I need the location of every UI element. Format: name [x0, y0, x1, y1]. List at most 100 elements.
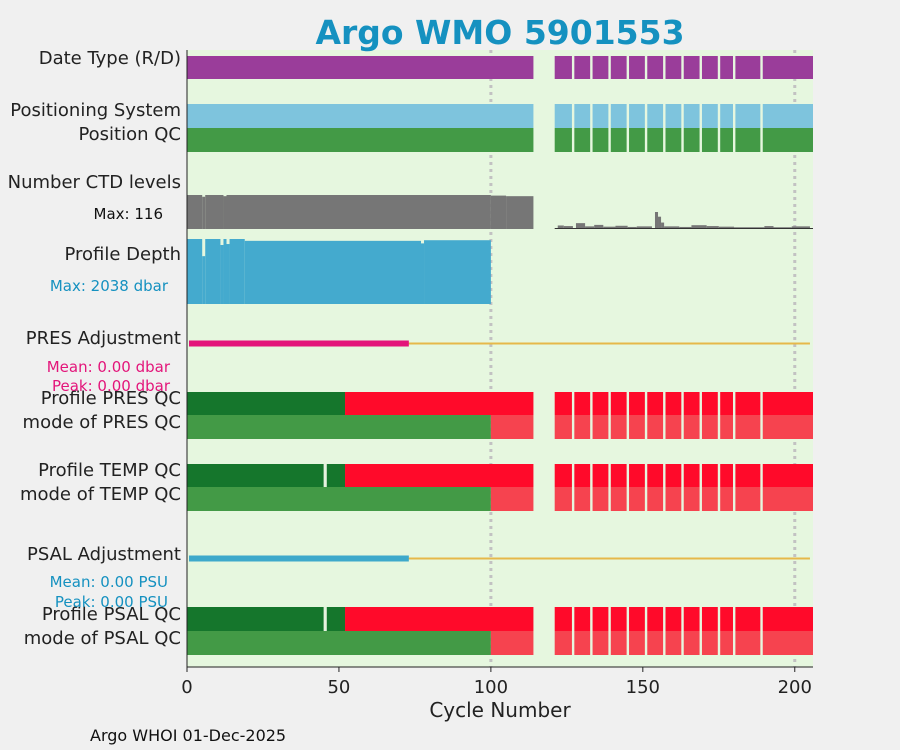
psal-mean-label: Mean: 0.00 PSU: [50, 573, 168, 591]
mode-pres-qc-gap-7: [699, 415, 702, 439]
date-type-segment-0: [187, 56, 534, 79]
profile-temp-qc-gap-4: [644, 464, 648, 487]
profile-psal-qc-gap-8: [717, 607, 721, 631]
date-type-gap-5: [663, 56, 666, 79]
profile-depth-bar-0: [187, 239, 203, 304]
ctd-levels-bar-8: [563, 226, 573, 229]
positioning-system-gap-6: [681, 104, 684, 128]
row-label-position-qc: Position QC: [78, 124, 181, 145]
row-label-profile-psal-qc: Profile PSAL QC: [42, 604, 181, 625]
profile-pres-qc-gap-3: [626, 392, 630, 415]
x-axis-label: Cycle Number: [429, 698, 571, 722]
position-qc-gap-1: [590, 128, 593, 152]
mode-temp-qc-gap-8: [717, 487, 721, 511]
ctd-levels-bar-11: [594, 224, 604, 229]
x-axis: 0 50 100 150 200: [181, 50, 813, 698]
depth-max-label: Max: 2038 dbar: [50, 277, 169, 295]
profile-psal-qc-gap-2: [608, 607, 611, 631]
profile-pres-qc-segment-1: [345, 392, 534, 415]
profile-pres-qc-gap-4: [644, 392, 648, 415]
row-label-mode-psal-qc: mode of PSAL QC: [24, 628, 181, 649]
positioning-system-segment-1: [554, 104, 813, 128]
position-qc-gap-5: [663, 128, 666, 152]
positioning-system-gap-10: [760, 104, 763, 128]
ctd-levels-bar-18: [661, 222, 665, 229]
profile-pres-qc-gap-9: [732, 392, 736, 415]
profile-temp-qc-gap-2: [608, 464, 611, 487]
profile-psal-qc-gap-5: [663, 607, 666, 631]
ctd-levels-bar-15: [636, 226, 652, 229]
mode-psal-qc-segment-1: [490, 631, 534, 655]
date-type-segment-1: [554, 56, 813, 79]
profile-psal-qc-segment-4: [554, 607, 813, 631]
profile-pres-qc-gap-10: [760, 392, 763, 415]
ctd-levels-bar-1: [202, 196, 206, 229]
mode-temp-qc-gap-10: [760, 487, 763, 511]
plot-area: [187, 50, 813, 667]
profile-depth-bar-4: [223, 239, 227, 304]
mode-pres-qc-gap-5: [663, 415, 666, 439]
mode-pres-qc-segment-1: [490, 415, 534, 439]
mode-temp-qc-gap-9: [732, 487, 736, 511]
profile-temp-qc-gap-6: [681, 464, 684, 487]
chart-marks: [187, 56, 813, 655]
mode-temp-qc-gap-5: [663, 487, 666, 511]
date-type-gap-8: [717, 56, 721, 79]
ctd-levels-bar-21: [691, 225, 707, 229]
ctd-levels-bar-20: [679, 226, 692, 229]
gridlines: [489, 50, 797, 667]
row-label-ctd-levels: Number CTD levels: [8, 172, 181, 193]
positioning-system-gap-5: [663, 104, 666, 128]
ctd-levels-bar-13: [615, 225, 628, 229]
mode-temp-qc-segment-0: [187, 487, 491, 511]
profile-depth-bar-1: [202, 256, 206, 304]
date-type-gap-9: [732, 56, 736, 79]
profile-psal-qc-gap-3: [626, 607, 630, 631]
profile-pres-qc-gap-8: [717, 392, 721, 415]
ctd-levels-bar-9: [575, 223, 586, 229]
mode-pres-qc-gap-4: [644, 415, 648, 439]
profile-psal-qc-gap-7: [699, 607, 702, 631]
mode-pres-qc-gap-9: [732, 415, 736, 439]
mode-pres-qc-segment-2: [554, 415, 813, 439]
profile-pres-qc-gap-5: [663, 392, 666, 415]
mode-psal-qc-gap-2: [608, 631, 611, 655]
ctd-levels-bar-0: [187, 195, 203, 229]
profile-depth-bar-8: [420, 243, 425, 304]
ctd-levels-bar-5: [490, 195, 507, 229]
x-tick-label-150: 150: [626, 677, 660, 698]
position-qc-gap-6: [681, 128, 684, 152]
row-label-profile-pres-qc: Profile PRES QC: [41, 388, 181, 409]
footer-credit: Argo WHOI 01-Dec-2025: [90, 726, 286, 745]
x-tick-label-200: 200: [778, 677, 812, 698]
profile-psal-qc-gap-4: [644, 607, 648, 631]
date-type-gap-6: [681, 56, 684, 79]
mode-temp-qc-gap-3: [626, 487, 630, 511]
mode-temp-qc-gap-7: [699, 487, 702, 511]
ctd-levels-bar-25: [764, 226, 774, 229]
position-qc-gap-10: [760, 128, 763, 152]
mode-pres-qc-gap-1: [590, 415, 593, 439]
ctd-levels-bar-10: [585, 226, 595, 229]
ctd-levels-bar-19: [664, 226, 680, 229]
mode-psal-qc-gap-0: [571, 631, 575, 655]
ctd-levels-bar-17: [658, 216, 662, 229]
mode-psal-qc-segment-2: [554, 631, 813, 655]
mode-pres-qc-gap-10: [760, 415, 763, 439]
profile-pres-qc-gap-1: [590, 392, 593, 415]
date-type-gap-2: [608, 56, 611, 79]
ctd-levels-bar-12: [603, 226, 616, 229]
x-tick-label-0: 0: [181, 677, 192, 698]
mode-psal-qc-gap-10: [760, 631, 763, 655]
profile-depth-bar-5: [226, 244, 230, 304]
position-qc-gap-7: [699, 128, 702, 152]
profile-temp-qc-gap-9: [732, 464, 736, 487]
ctd-levels-bar-3: [223, 196, 227, 229]
mode-psal-qc-gap-8: [717, 631, 721, 655]
positioning-system-gap-2: [608, 104, 611, 128]
positioning-system-gap-8: [717, 104, 721, 128]
profile-depth-bar-3: [220, 244, 224, 304]
profile-pres-qc-gap-0: [571, 392, 575, 415]
x-tick-label-100: 100: [474, 677, 508, 698]
position-qc-gap-0: [571, 128, 575, 152]
